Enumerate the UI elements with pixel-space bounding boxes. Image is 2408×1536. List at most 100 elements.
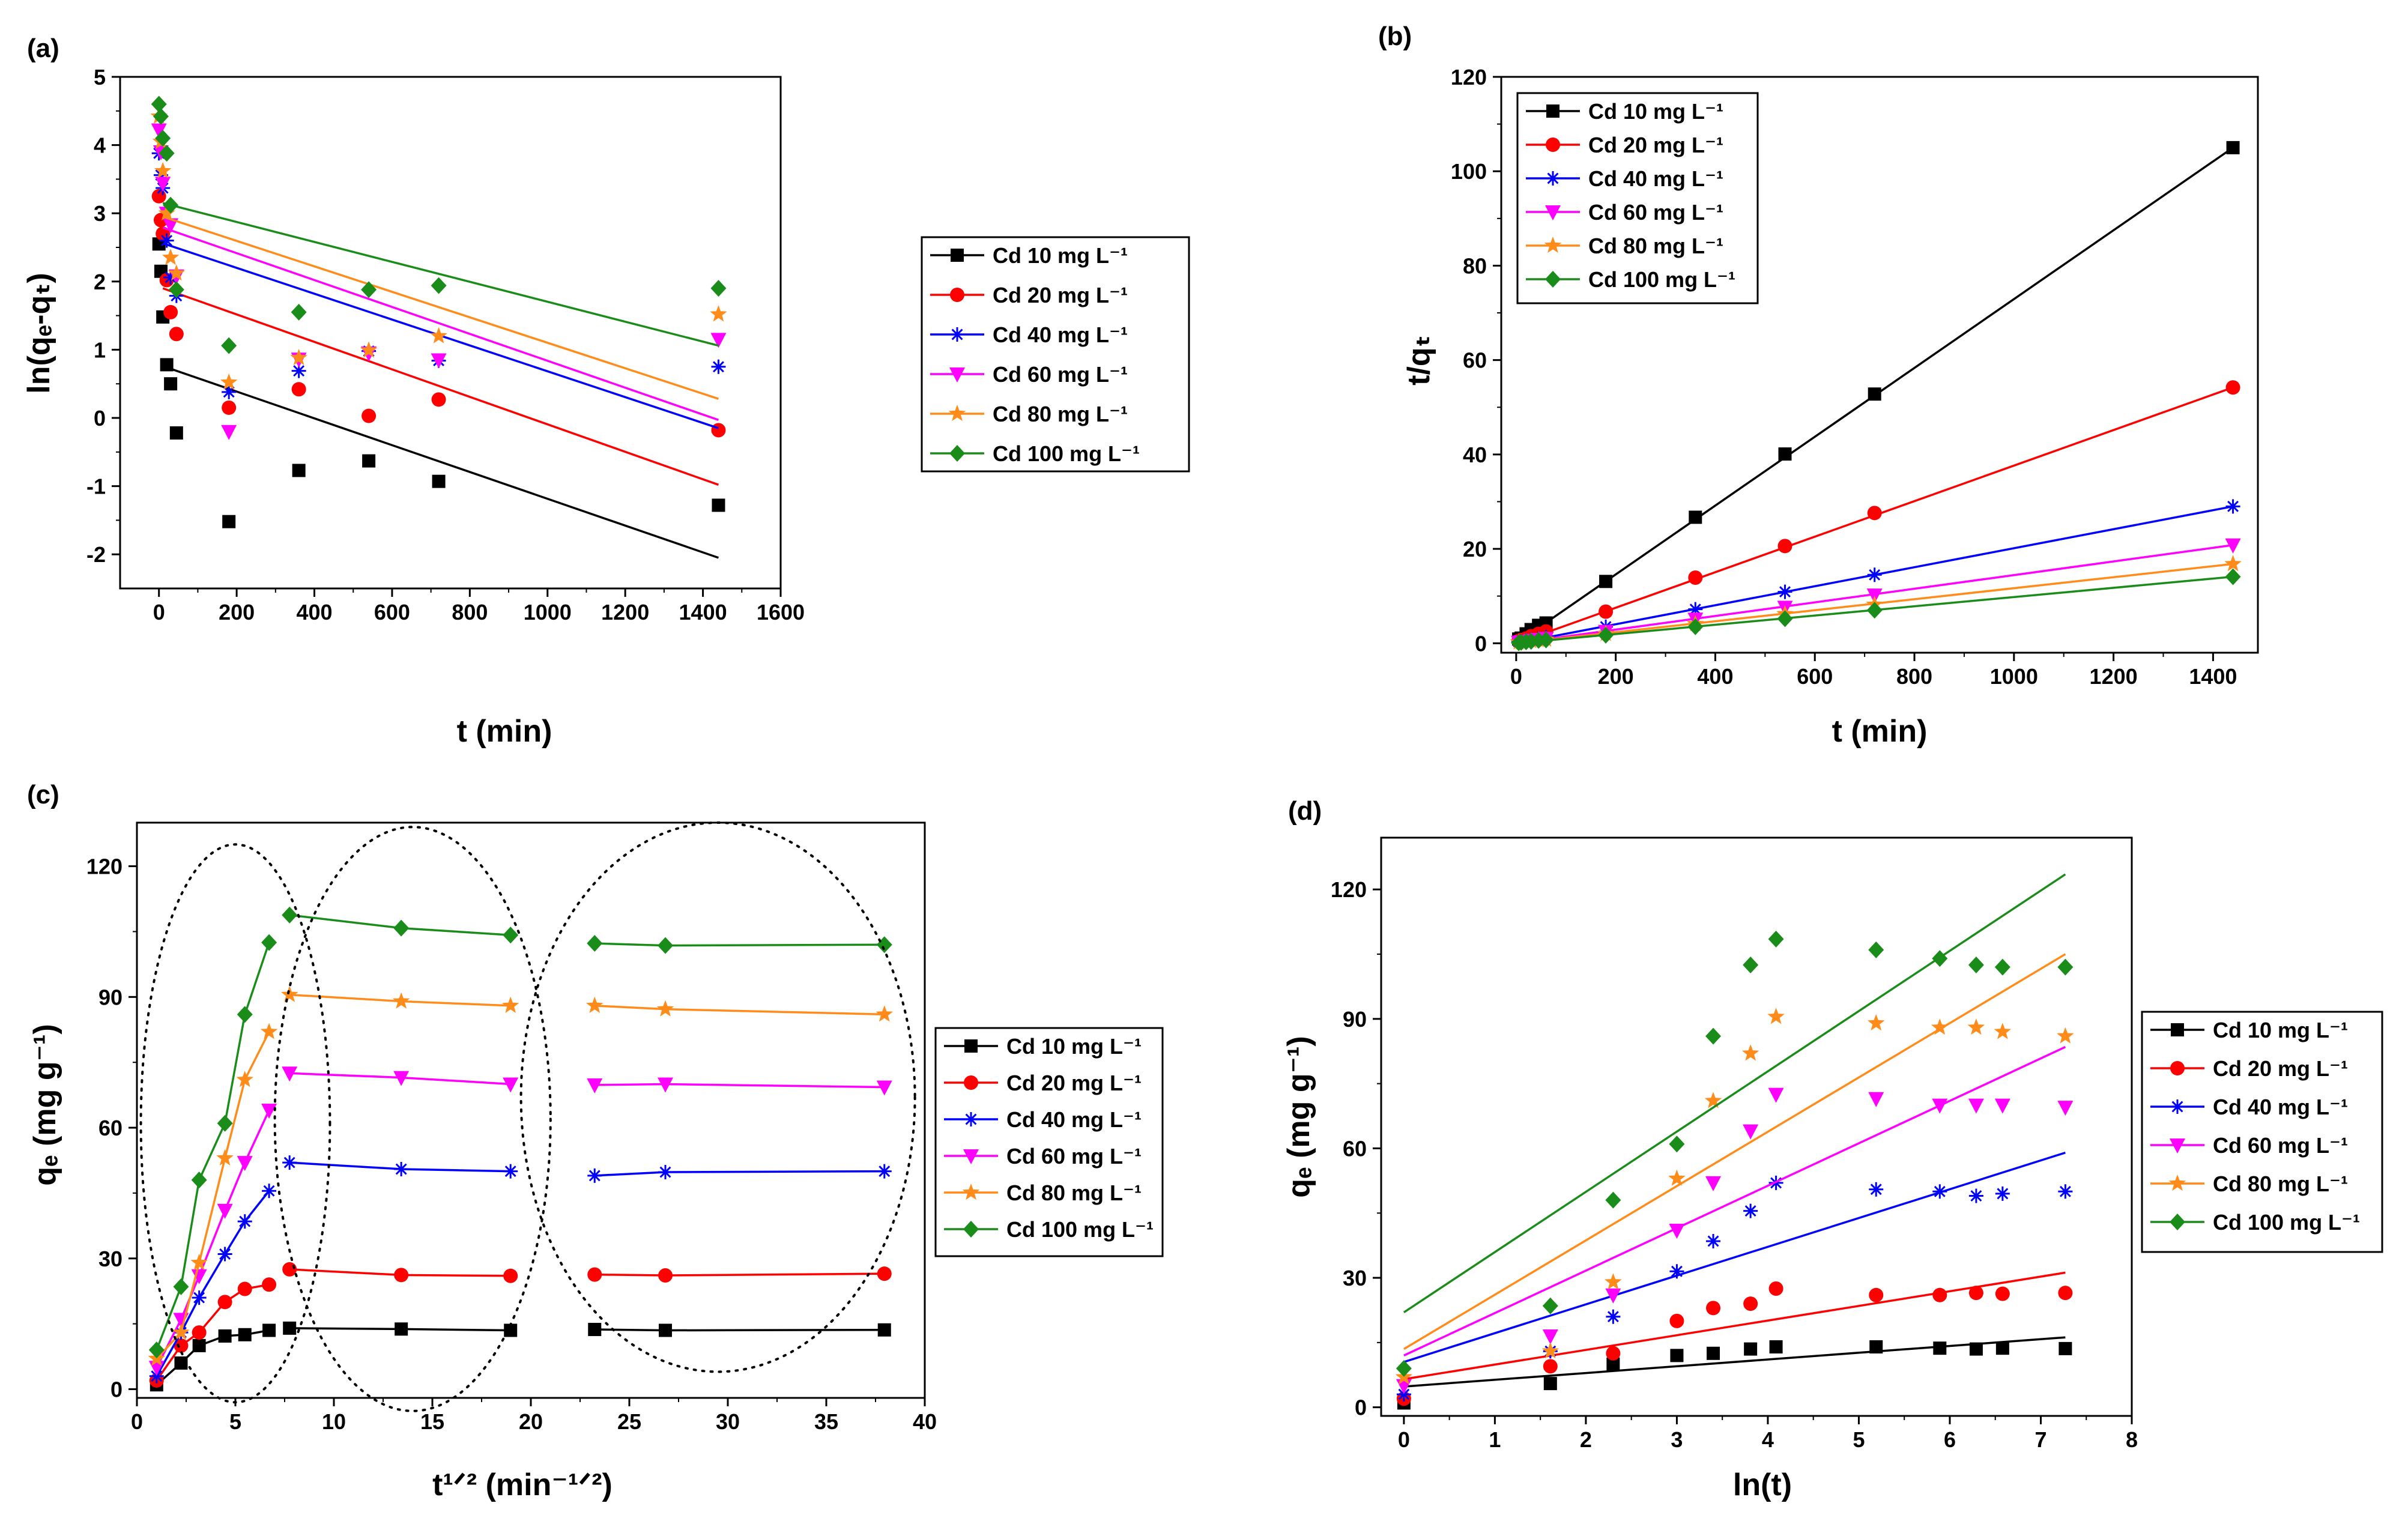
data-point: [236, 1071, 253, 1087]
legend-marker: [2170, 1214, 2185, 1230]
x-tick-label: 1200: [601, 600, 649, 624]
data-point: [877, 1164, 892, 1179]
data-point: [1768, 930, 1784, 948]
data-point: [1868, 1014, 1885, 1031]
data-point: [280, 985, 298, 1002]
legend-item: Cd 80 mg L⁻¹: [944, 1181, 1142, 1205]
data-point: [155, 130, 171, 147]
data-point: [237, 1214, 252, 1229]
data-point: [1869, 1287, 1884, 1302]
data-point: [503, 1268, 518, 1283]
legend-label: Cd 100 mg L⁻¹: [1006, 1217, 1154, 1242]
data-point: [587, 1267, 602, 1282]
legend-label: Cd 60 mg L⁻¹: [993, 362, 1128, 387]
data-point: [283, 1321, 297, 1335]
data-point: [290, 349, 307, 366]
y-tick-label: 0: [1355, 1395, 1367, 1420]
data-point: [394, 1161, 409, 1176]
legend-marker: [1546, 104, 1559, 118]
data-point: [2225, 499, 2240, 514]
data-point: [711, 423, 726, 438]
data-point: [1704, 1092, 1722, 1108]
x-tick-label: 1000: [1990, 664, 2038, 689]
data-point: [217, 1295, 232, 1310]
legend-marker: [951, 249, 964, 262]
plot-data-area: [1510, 141, 2242, 652]
x-tick-label: 40: [913, 1409, 937, 1434]
legend: Cd 10 mg L⁻¹ Cd 20 mg L⁻¹ Cd 40 mg L⁻¹ Cd 6…: [921, 236, 1190, 473]
data-point: [2057, 958, 2074, 976]
data-point: [151, 123, 167, 139]
x-tick-label: 8: [2126, 1427, 2138, 1452]
x-axis-label: t (min): [1832, 714, 1928, 749]
legend-marker: [962, 1184, 980, 1200]
data-point: [261, 1104, 277, 1119]
legend-marker: [2168, 1175, 2186, 1191]
x-tick-label: 200: [219, 600, 255, 624]
series-1: [1396, 1271, 2073, 1406]
data-point: [1777, 539, 1792, 554]
fit-line: [162, 202, 719, 347]
x-tick-label: 3: [1671, 1427, 1683, 1452]
data-point: [159, 145, 175, 162]
data-point: [360, 341, 378, 358]
x-tick-label: 400: [1697, 664, 1733, 689]
data-point: [393, 919, 410, 937]
series-0: [1397, 1336, 2072, 1410]
data-point: [1599, 604, 1614, 619]
panel-label: (c): [27, 780, 59, 809]
data-point: [658, 1268, 673, 1283]
data-point: [431, 277, 447, 294]
data-point: [1869, 1340, 1883, 1354]
legend-marker: [963, 1149, 979, 1164]
stage-ellipse: [519, 821, 916, 1373]
x-tick-label: 800: [452, 600, 488, 624]
data-point: [262, 1184, 277, 1199]
legend-label: Cd 10 mg L⁻¹: [1588, 99, 1723, 124]
data-point: [237, 1006, 253, 1023]
data-point: [163, 270, 178, 285]
data-point: [1777, 610, 1793, 627]
data-point: [1868, 941, 1884, 958]
legend-item: Cd 10 mg L⁻¹: [930, 243, 1128, 268]
data-point: [1868, 387, 1881, 401]
data-point: [876, 1005, 893, 1022]
fit-line: [1403, 1336, 2066, 1388]
data-point: [1605, 1288, 1621, 1304]
legend-item: Cd 100 mg L⁻¹: [944, 1217, 1154, 1242]
legend-label: Cd 40 mg L⁻¹: [993, 322, 1128, 347]
x-tick-label: 800: [1896, 664, 1932, 689]
data-point: [1968, 1188, 1983, 1203]
data-point: [1669, 1264, 1684, 1279]
plot-frame: [119, 76, 782, 590]
data-point: [1689, 510, 1702, 524]
data-point: [1994, 1023, 2012, 1039]
y-tick-label: 20: [1463, 537, 1487, 561]
x-tick-label: 200: [1598, 664, 1634, 689]
fit-line: [162, 365, 719, 559]
data-point: [1743, 957, 1759, 974]
plot-frame: [1380, 836, 2133, 1417]
legend-marker: [949, 445, 965, 462]
data-point: [1743, 1203, 1758, 1218]
data-point: [169, 327, 184, 342]
data-point: [1767, 1008, 1785, 1024]
y-tick-label: 90: [1343, 1007, 1367, 1032]
data-point: [159, 233, 174, 248]
data-point: [503, 927, 519, 944]
panel-label: (d): [1288, 796, 1322, 826]
legend-marker: [1544, 237, 1562, 253]
data-point: [394, 1268, 409, 1283]
data-point: [174, 1356, 188, 1370]
x-tick-label: 30: [716, 1409, 740, 1434]
x-tick-label: 1200: [2090, 664, 2138, 689]
panel-a-pseudo-first-order: 0 200 400 600 800 1000 1200 1400 1600 -2 -1 0 1 2 3 4 5 (…: [22, 34, 1190, 749]
legend-marker: [1545, 271, 1561, 288]
data-point: [1543, 1377, 1557, 1391]
data-point: [163, 196, 179, 214]
x-tick-label: 5: [1853, 1427, 1865, 1452]
legend-marker: [1546, 138, 1560, 152]
data-point: [876, 1080, 892, 1096]
data-point: [163, 218, 179, 234]
data-point: [222, 384, 237, 399]
